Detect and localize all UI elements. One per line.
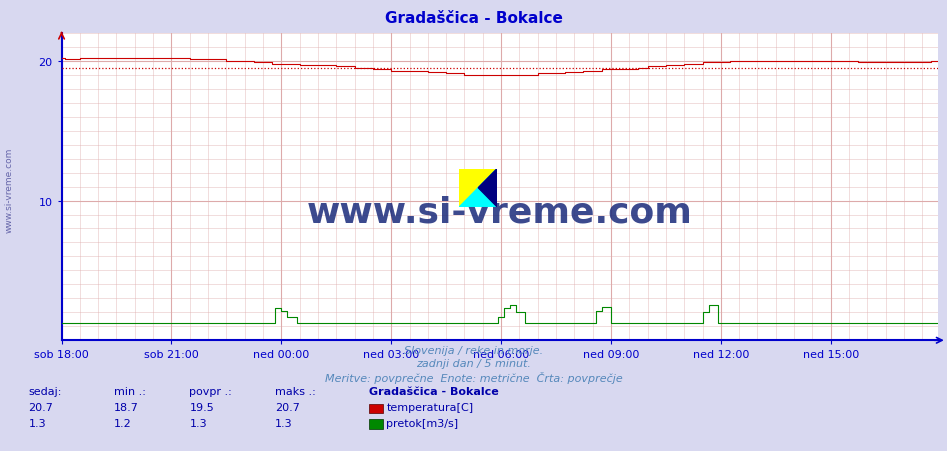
Polygon shape <box>459 169 497 207</box>
Text: temperatura[C]: temperatura[C] <box>386 402 474 412</box>
Text: www.si-vreme.com: www.si-vreme.com <box>5 147 14 232</box>
Text: 1.3: 1.3 <box>275 418 293 428</box>
Text: 19.5: 19.5 <box>189 402 214 412</box>
Text: povpr .:: povpr .: <box>189 387 232 396</box>
Text: www.si-vreme.com: www.si-vreme.com <box>307 195 692 229</box>
Text: 20.7: 20.7 <box>275 402 299 412</box>
Polygon shape <box>459 169 497 207</box>
Text: 20.7: 20.7 <box>28 402 53 412</box>
Text: 18.7: 18.7 <box>114 402 138 412</box>
Text: Meritve: povprečne  Enote: metrične  Črta: povprečje: Meritve: povprečne Enote: metrične Črta:… <box>325 371 622 383</box>
Text: Slovenija / reke in morje.: Slovenija / reke in morje. <box>404 345 543 355</box>
Text: min .:: min .: <box>114 387 146 396</box>
Text: Gradaščica - Bokalce: Gradaščica - Bokalce <box>384 11 563 26</box>
Text: maks .:: maks .: <box>275 387 315 396</box>
Text: pretok[m3/s]: pretok[m3/s] <box>386 418 458 428</box>
Text: zadnji dan / 5 minut.: zadnji dan / 5 minut. <box>416 359 531 368</box>
Text: 1.2: 1.2 <box>114 418 132 428</box>
Polygon shape <box>478 169 497 207</box>
Text: Gradaščica - Bokalce: Gradaščica - Bokalce <box>369 387 499 396</box>
Text: sedaj:: sedaj: <box>28 387 62 396</box>
Text: 1.3: 1.3 <box>28 418 46 428</box>
Text: 1.3: 1.3 <box>189 418 207 428</box>
